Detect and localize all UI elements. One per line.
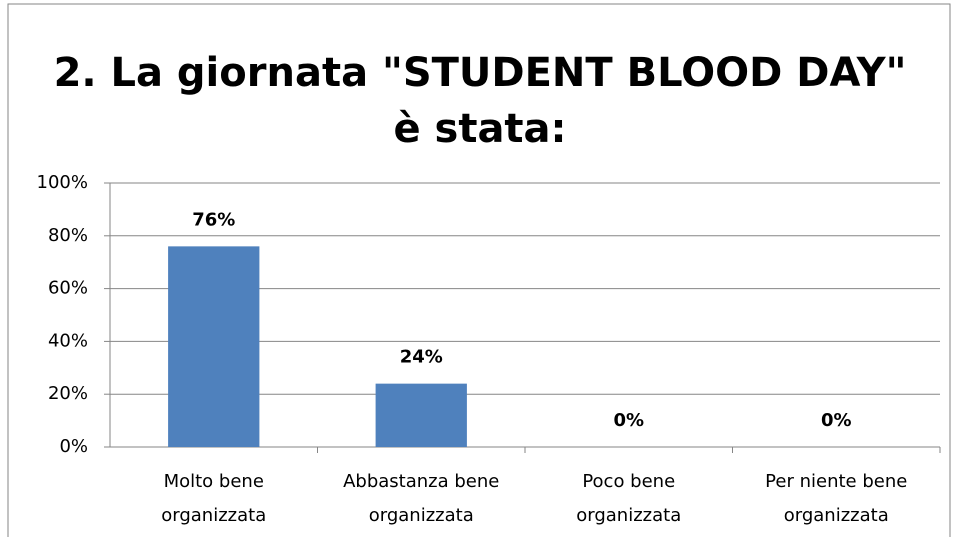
x-tick-label: Molto bene organizzata	[161, 471, 266, 526]
data-label: 0%	[613, 410, 644, 431]
y-tick-label: 60%	[48, 278, 88, 299]
y-tick-label: 80%	[48, 225, 88, 246]
y-tick-label: 100%	[37, 172, 88, 193]
y-tick-label: 20%	[48, 383, 88, 404]
y-tick-label: 0%	[59, 436, 88, 457]
bar	[375, 383, 467, 447]
x-tick-label: Poco bene organizzata	[576, 471, 681, 526]
data-label: 76%	[192, 209, 235, 230]
chart-frame	[7, 3, 951, 537]
x-tick-label: Abbastanza bene organizzata	[343, 471, 499, 526]
bar	[168, 246, 260, 447]
chart-title: 2. La giornata "STUDENT BLOOD DAY" è stat…	[54, 50, 907, 152]
y-tick-label: 40%	[48, 330, 88, 351]
data-label: 0%	[821, 410, 852, 431]
x-tick-label: Per niente bene organizzata	[765, 471, 907, 526]
data-label: 24%	[400, 347, 443, 368]
